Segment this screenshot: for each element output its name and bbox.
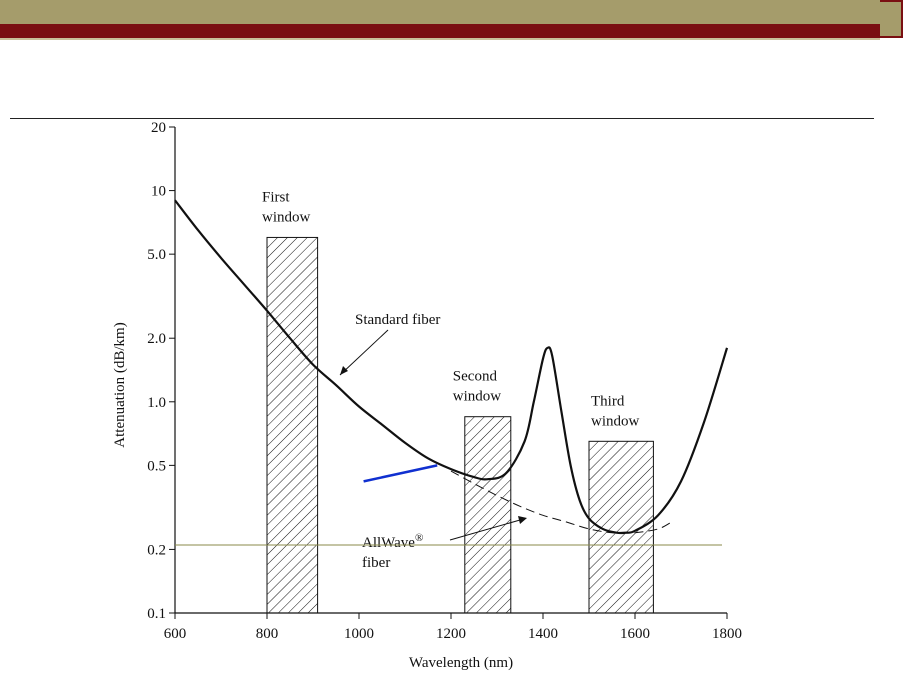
x-tick-label-1000: 1000 [344, 626, 374, 642]
annotation-arrows [339, 329, 527, 541]
transmission-windows [266, 236, 654, 614]
window-2-rect [464, 416, 512, 614]
y-tick-label-10: 10 [151, 184, 166, 200]
y-tick-label-0.1: 0.1 [147, 606, 166, 622]
overlay-lines [175, 464, 722, 546]
window-3-label-line2: window [591, 413, 640, 429]
x-tick-label-1800: 1800 [712, 626, 742, 642]
x-axis-label: Wavelength (nm) [409, 655, 513, 671]
y-axis-label: Attenuation (dB/km) [112, 322, 128, 447]
allwave-fiber-arrowhead [518, 516, 527, 524]
window-1-label-line1: First [262, 189, 290, 205]
x-tick-label-600: 600 [164, 626, 187, 642]
title-divider-line [10, 118, 874, 119]
window-3-label-line1: Third [591, 393, 625, 409]
allwave-label-name: AllWave [362, 535, 415, 551]
attenuation-curves [174, 199, 729, 535]
allwave-fiber-label-line2: fiber [362, 555, 390, 571]
allwave-fiber-arrow [449, 519, 521, 541]
header-corner-inset [880, 2, 901, 36]
window-1-rect [266, 236, 319, 614]
y-tick-label-20: 20 [151, 120, 166, 136]
y-tick-label-5.0: 5.0 [147, 247, 166, 263]
annotation-labels: Wavelength (nm) Attenuation (dB/km) Stan… [112, 189, 640, 671]
y-tick-label-1.0: 1.0 [147, 395, 166, 411]
allwave-label-registered: ® [415, 532, 423, 544]
allwave-fiber-curve [450, 470, 673, 534]
header-band-red [0, 24, 880, 38]
standard-fiber-label: Standard fiber [355, 312, 440, 328]
y-tick-label-0.5: 0.5 [147, 458, 166, 474]
header-band-olive [0, 0, 880, 24]
window-2-label-line2: window [453, 389, 502, 405]
x-tick-label-800: 800 [256, 626, 279, 642]
window-1-label-line2: window [262, 209, 311, 225]
blue-highlight-segment [363, 464, 438, 483]
y-tick-label-2.0: 2.0 [147, 331, 166, 347]
standard-fiber-arrow [339, 329, 389, 376]
header-underline [0, 38, 880, 40]
x-tick-label-1400: 1400 [528, 626, 558, 642]
x-tick-label-1200: 1200 [436, 626, 466, 642]
standard-fiber-arrowhead [340, 366, 348, 375]
tick-marks: 600 800 1000 1200 1400 1600 1800 0.1 0.2 0.5 1.0 2.… [147, 120, 742, 642]
x-tick-label-1600: 1600 [620, 626, 650, 642]
window-2-label-line1: Second [453, 369, 498, 385]
y-tick-label-0.2: 0.2 [147, 542, 166, 558]
allwave-fiber-label: AllWave® [362, 532, 423, 551]
